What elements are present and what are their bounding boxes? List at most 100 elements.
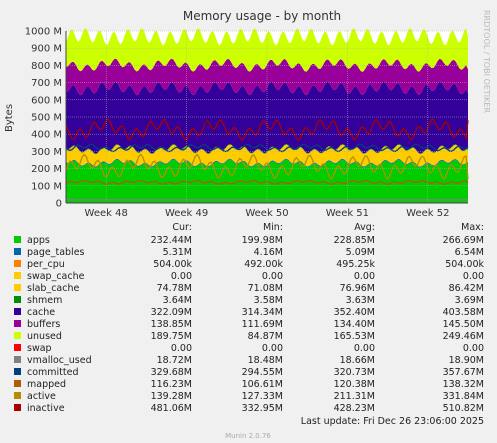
legend-value: 3.64M (163, 295, 192, 306)
legend-value: 199.98M (242, 235, 283, 246)
legend-swatch (14, 308, 21, 315)
legend-series-name: committed (27, 367, 79, 378)
legend-swatch (14, 368, 21, 375)
legend-swatch (14, 380, 21, 387)
legend-value: 0.00 (171, 271, 192, 282)
legend-value: 294.55M (242, 367, 283, 378)
legend-value: 504.00k (445, 259, 484, 270)
y-tick-label: 0 (56, 199, 62, 210)
legend-value: 84.87M (248, 331, 283, 342)
chart-title: Memory usage - by month (183, 9, 341, 23)
legend-value: 481.06M (151, 403, 192, 414)
legend-value: 120.38M (334, 379, 375, 390)
legend-value: 331.84M (443, 391, 484, 402)
y-tick-label: 600 M (31, 95, 62, 106)
y-tick-label: 700 M (31, 78, 62, 89)
legend-swatch (14, 284, 21, 291)
legend-value: 0.00 (354, 343, 375, 354)
legend-value: 145.50M (443, 319, 484, 330)
legend-value: 0.00 (463, 271, 484, 282)
area-shmem (66, 143, 468, 155)
legend-value: 266.69M (443, 235, 484, 246)
legend-value: 249.46M (443, 331, 484, 342)
legend-value: 74.78M (157, 283, 192, 294)
legend-swatch (14, 296, 21, 303)
y-tick-label: 1000 M (25, 27, 62, 38)
legend-value: 76.96M (340, 283, 375, 294)
legend-column-header: Avg: (354, 222, 375, 233)
legend-column-header: Min: (263, 222, 283, 233)
legend-column-header: Max: (461, 222, 484, 233)
legend-value: 134.40M (334, 319, 375, 330)
x-tick-label: Week 49 (165, 208, 208, 219)
y-tick-label: 500 M (31, 113, 62, 124)
legend-value: 403.58M (443, 307, 484, 318)
legend-swatch (14, 236, 21, 243)
legend-swatch (14, 272, 21, 279)
y-axis-label: Bytes (4, 104, 15, 132)
legend-series-name: shmem (27, 295, 62, 306)
y-axis: 0 100 M 200 M 300 M 400 M 500 M 600 M 700 M 800 … (25, 27, 62, 210)
legend-value: 329.68M (151, 367, 192, 378)
legend-value: 0.00 (171, 343, 192, 354)
legend-swatch (14, 260, 21, 267)
legend-value: 0.00 (262, 271, 283, 282)
legend-swatch (14, 356, 21, 363)
y-tick-label: 400 M (31, 130, 62, 141)
legend-value: 504.00k (153, 259, 192, 270)
legend-value: 165.53M (334, 331, 375, 342)
legend-series-name: swap_cache (27, 271, 85, 282)
legend-value: 3.69M (455, 295, 484, 306)
rrdtool-credit: RRDTOOL / TOBI OETIKER (482, 10, 491, 113)
legend-series-name: page_tables (27, 247, 85, 258)
legend-value: 138.32M (443, 379, 484, 390)
legend-value: 510.82M (443, 403, 484, 414)
x-tick-label: Week 50 (245, 208, 288, 219)
legend-swatch (14, 320, 21, 327)
legend-value: 189.75M (151, 331, 192, 342)
legend-value: 357.67M (443, 367, 484, 378)
y-tick-label: 100 M (31, 181, 62, 192)
legend-value: 322.09M (151, 307, 192, 318)
x-tick-label: Week 52 (406, 208, 449, 219)
legend-table: Cur: Min: Avg: Max: apps 232.44M 199.98M 228.85… (14, 222, 484, 414)
legend-value: 111.69M (242, 319, 283, 330)
x-tick-label: Week 51 (326, 208, 369, 219)
legend-value: 0.00 (354, 271, 375, 282)
last-update-text: Last update: Fri Dec 26 23:06:00 2025 (301, 416, 484, 427)
legend-value: 18.90M (449, 355, 484, 366)
legend-swatch (14, 248, 21, 255)
legend-series-name: buffers (27, 319, 60, 330)
munin-version: Munin 2.0.76 (225, 432, 271, 440)
area-page_tables (66, 158, 468, 168)
y-tick-label: 800 M (31, 61, 62, 72)
y-tick-label: 200 M (31, 164, 62, 175)
y-tick-label: 900 M (31, 44, 62, 55)
x-tick-label: Week 48 (85, 208, 128, 219)
legend-series-name: apps (27, 235, 50, 246)
legend-series-name: per_cpu (27, 259, 65, 270)
legend-series-name: mapped (27, 379, 66, 390)
legend-value: 428.23M (334, 403, 375, 414)
legend-value: 139.28M (151, 391, 192, 402)
legend-value: 6.54M (455, 247, 484, 258)
legend-value: 106.61M (242, 379, 283, 390)
legend-value: 71.08M (248, 283, 283, 294)
legend-value: 4.16M (254, 247, 283, 258)
legend-value: 320.73M (334, 367, 375, 378)
legend-value: 3.58M (254, 295, 283, 306)
x-axis: Week 48 Week 49 Week 50 Week 51 Week 52 (85, 208, 450, 219)
legend-value: 314.34M (242, 307, 283, 318)
legend-value: 495.25k (336, 259, 375, 270)
legend-swatch (14, 404, 21, 411)
legend-value: 138.85M (151, 319, 192, 330)
legend-value: 86.42M (449, 283, 484, 294)
legend-series-name: unused (27, 331, 62, 342)
legend-series-name: active (27, 391, 56, 402)
legend-value: 18.72M (157, 355, 192, 366)
legend-value: 5.31M (163, 247, 192, 258)
grid-lines (65, 30, 468, 204)
y-tick-label: 300 M (31, 147, 62, 158)
legend-value: 232.44M (151, 235, 192, 246)
legend-value: 0.00 (262, 343, 283, 354)
